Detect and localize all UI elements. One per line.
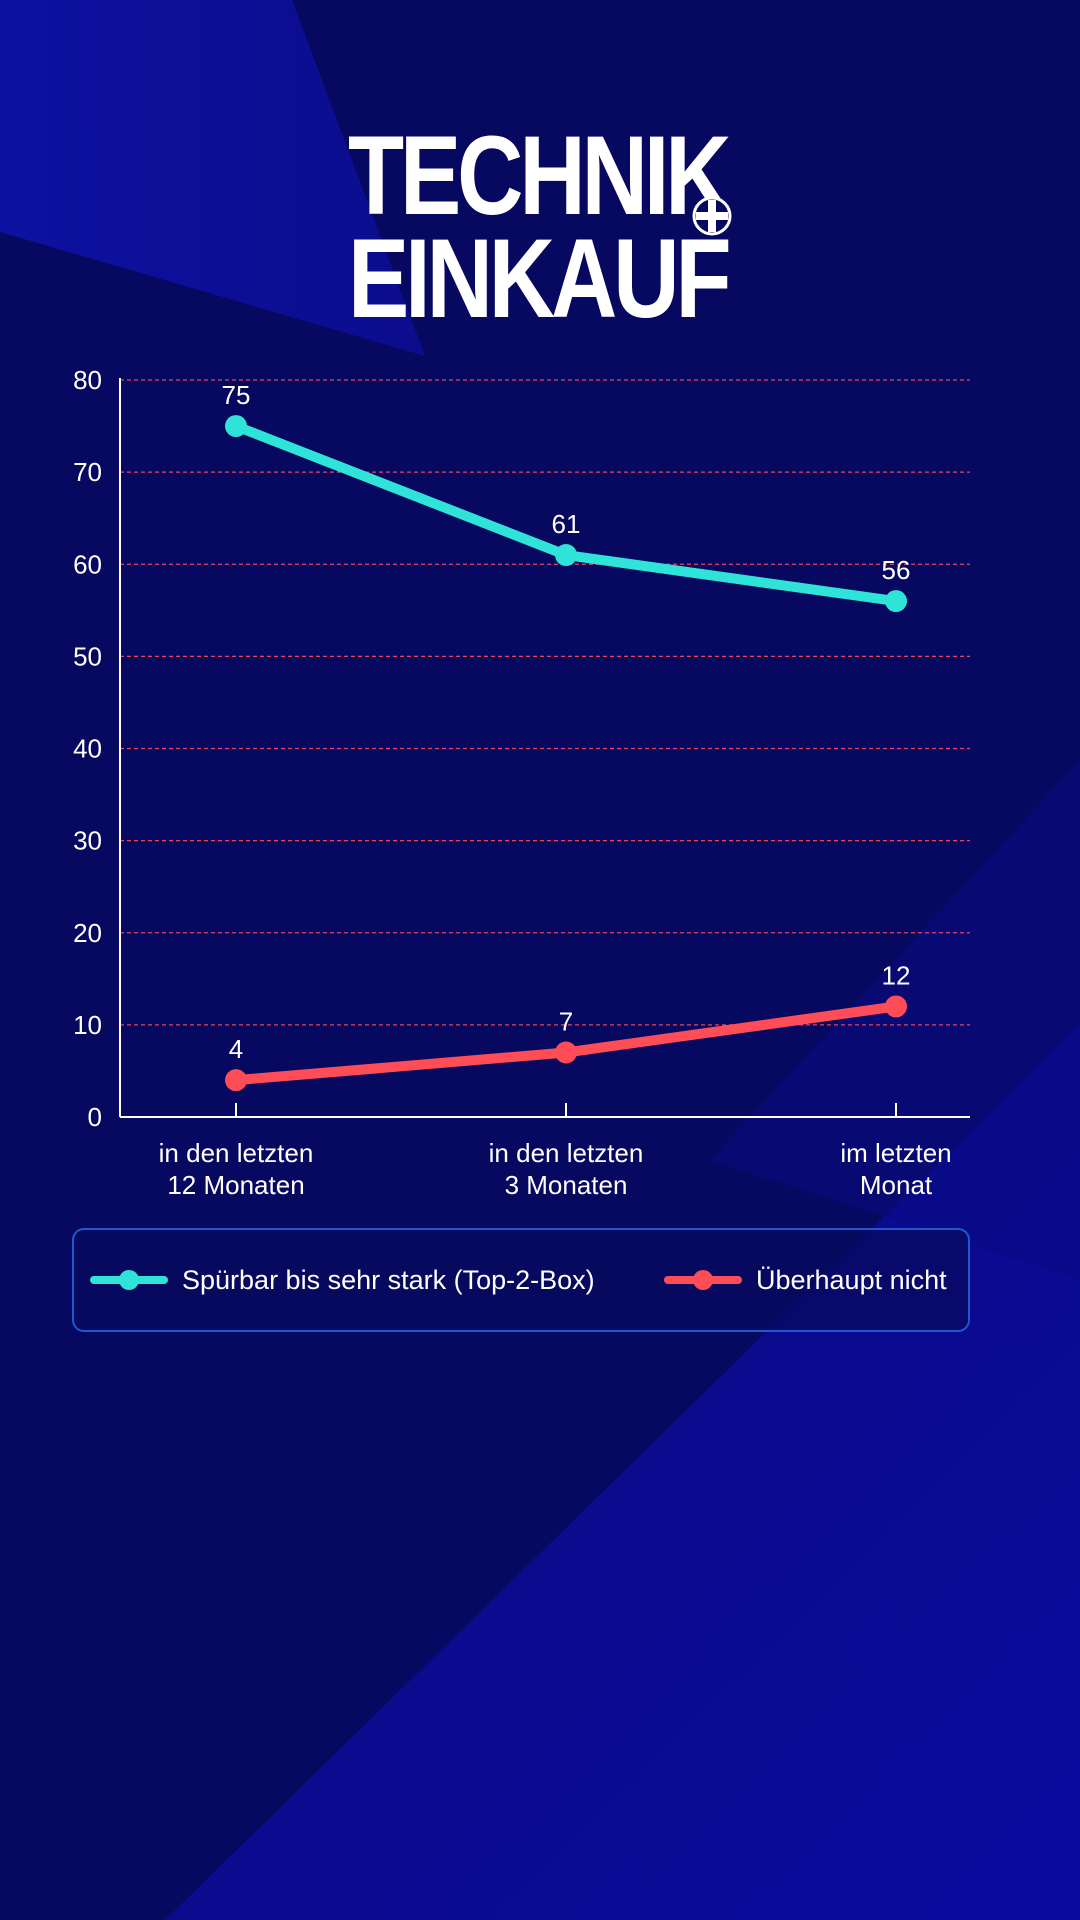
y-tick-label-10: 10 [73, 1010, 102, 1040]
x-tick-label-1-line-1: 3 Monaten [505, 1170, 628, 1200]
data-point-0-1 [555, 544, 577, 567]
plus-circle-icon [692, 196, 732, 236]
data-label-0-2: 56 [882, 555, 911, 585]
legend-label-ueberhaupt-nicht: Überhaupt nicht [756, 1264, 947, 1295]
x-tick-label-0-line-1: 12 Monaten [167, 1170, 304, 1200]
data-label-0-0: 75 [222, 380, 251, 410]
y-tick-label-20: 20 [73, 918, 102, 948]
data-label-0-1: 61 [552, 509, 581, 539]
data-point-0-0 [225, 415, 247, 438]
y-tick-label-0: 0 [88, 1102, 102, 1132]
x-tick-label-1-line-0: in den letzten [489, 1138, 644, 1168]
data-point-1-1 [555, 1041, 577, 1064]
data-point-1-0 [225, 1069, 247, 1092]
logo-line-1: TECHNIK [348, 113, 732, 238]
data-point-1-2 [885, 995, 907, 1018]
x-tick-label-2-line-1: Monat [860, 1170, 933, 1200]
data-label-1-1: 7 [559, 1007, 573, 1037]
y-tick-label-30: 30 [73, 826, 102, 856]
data-label-1-0: 4 [229, 1034, 243, 1064]
legend-label-top-2-box: Spürbar bis sehr stark (Top-2-Box) [182, 1264, 595, 1295]
chart-legend: Spürbar bis sehr stark (Top-2-Box) Überh… [72, 1228, 970, 1332]
logo-line-2: EINKAUF [348, 216, 732, 341]
legend-item-ueberhaupt-nicht: Überhaupt nicht [664, 1230, 947, 1330]
data-label-1-2: 12 [882, 960, 911, 990]
y-tick-label-40: 40 [73, 734, 102, 764]
legend-item-top-2-box: Spürbar bis sehr stark (Top-2-Box) [90, 1230, 595, 1330]
y-tick-label-70: 70 [73, 457, 102, 487]
x-tick-label-0-line-0: in den letzten [159, 1138, 314, 1168]
data-point-0-2 [885, 590, 907, 613]
x-tick-label-2-line-0: im letzten [840, 1138, 951, 1168]
y-tick-label-50: 50 [73, 641, 102, 671]
y-tick-label-80: 80 [73, 365, 102, 395]
legend-swatch-red [664, 1270, 742, 1290]
y-tick-label-60: 60 [73, 549, 102, 579]
legend-swatch-cyan [90, 1270, 168, 1290]
brand-logo: TECHNIK EINKAUF [330, 113, 760, 335]
